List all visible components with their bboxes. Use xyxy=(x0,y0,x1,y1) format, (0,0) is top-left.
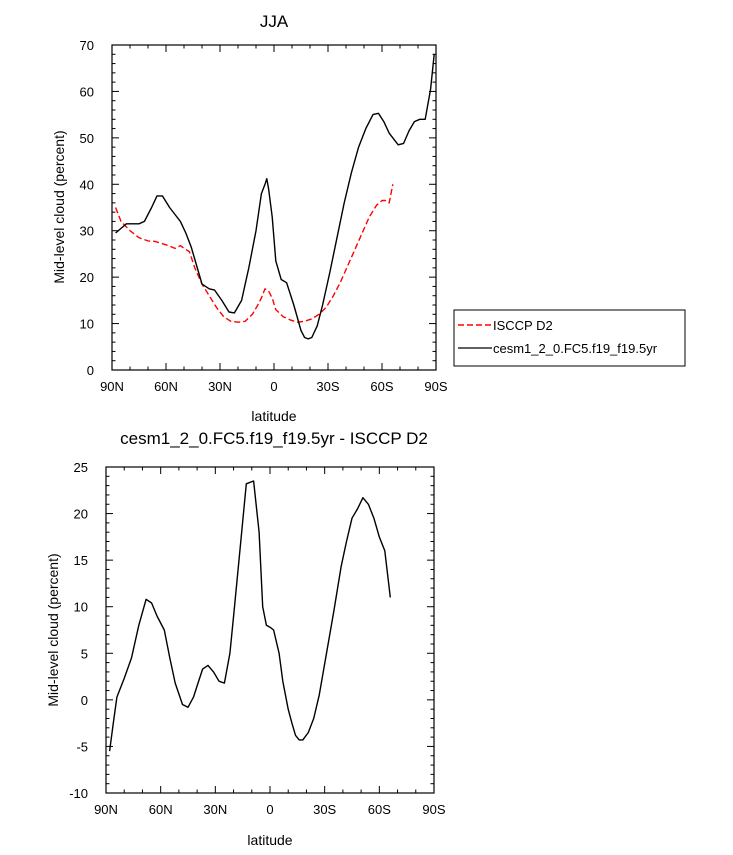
top-axis-ticks xyxy=(111,44,437,371)
top-series-line-1 xyxy=(115,54,435,340)
legend-box xyxy=(453,309,686,367)
top-y-tick-label: 0 xyxy=(87,363,94,378)
top-y-tick-label: 30 xyxy=(80,224,94,239)
top-y-tick-labels: 0 10 20 30 40 50 60 70 xyxy=(80,38,94,378)
top-y-tick-label: 60 xyxy=(80,84,94,99)
top-y-tick-label: 50 xyxy=(80,131,94,146)
bottom-x-tick-label: 60N xyxy=(149,802,173,817)
top-y-tick-label: 40 xyxy=(80,177,94,192)
top-y-tick-label: 10 xyxy=(80,317,94,332)
top-y-axis-label: Mid-level cloud (percent) xyxy=(51,130,67,283)
bottom-x-tick-label: 90S xyxy=(422,802,445,817)
top-x-tick-label: 90S xyxy=(424,379,447,394)
bottom-y-axis-label: Mid-level cloud (percent) xyxy=(45,553,61,706)
bottom-x-tick-label: 60S xyxy=(368,802,391,817)
bottom-plot-frame xyxy=(105,466,435,794)
top-chart-title: JJA xyxy=(260,12,289,31)
top-y-tick-label: 70 xyxy=(80,38,94,53)
bottom-chart-title: cesm1_2_0.FC5.f19_f19.5yr - ISCCP D2 xyxy=(120,429,428,448)
legend: ISCCP D2 cesm1_2_0.FC5.f19_f19.5yr xyxy=(453,309,686,367)
top-x-tick-label: 60S xyxy=(370,379,393,394)
top-x-axis-label: latitude xyxy=(251,408,296,424)
bottom-y-tick-label: -5 xyxy=(76,739,88,754)
bottom-x-tick-label: 90N xyxy=(94,802,118,817)
legend-label-isccp: ISCCP D2 xyxy=(493,318,553,333)
top-x-tick-label: 30S xyxy=(316,379,339,394)
bottom-y-tick-label: 10 xyxy=(74,600,88,615)
top-series-lines xyxy=(114,54,435,340)
bottom-y-tick-label: 20 xyxy=(74,507,88,522)
legend-label-cesm: cesm1_2_0.FC5.f19_f19.5yr xyxy=(493,341,658,356)
bottom-x-tick-label: 30S xyxy=(313,802,336,817)
bottom-y-tick-label: 0 xyxy=(81,693,88,708)
bottom-x-axis-label: latitude xyxy=(247,832,292,848)
top-x-tick-label: 30N xyxy=(208,379,232,394)
top-series-line-0 xyxy=(114,184,394,323)
top-x-tick-labels: 90N 60N 30N 0 30S 60S 90S xyxy=(100,379,448,394)
top-plot-frame xyxy=(111,44,437,371)
bottom-x-tick-label: 0 xyxy=(266,802,273,817)
top-x-tick-label: 60N xyxy=(154,379,178,394)
bottom-series-line-0 xyxy=(108,480,391,752)
bottom-panel: cesm1_2_0.FC5.f19_f19.5yr - ISCCP D2 -10… xyxy=(45,429,446,848)
bottom-y-tick-label: 25 xyxy=(74,460,88,475)
bottom-y-tick-label: 15 xyxy=(74,553,88,568)
top-y-tick-label: 20 xyxy=(80,270,94,285)
bottom-x-tick-label: 30N xyxy=(203,802,227,817)
top-x-tick-label: 90N xyxy=(100,379,124,394)
bottom-axis-ticks xyxy=(105,466,435,794)
bottom-y-tick-label: -10 xyxy=(69,786,88,801)
bottom-y-tick-labels: -10 -5 0 5 10 15 20 25 xyxy=(69,460,88,801)
bottom-x-tick-labels: 90N 60N 30N 0 30S 60S 90S xyxy=(94,802,446,817)
top-x-tick-label: 0 xyxy=(270,379,277,394)
bottom-y-tick-label: 5 xyxy=(81,646,88,661)
bottom-series-lines xyxy=(108,480,391,752)
